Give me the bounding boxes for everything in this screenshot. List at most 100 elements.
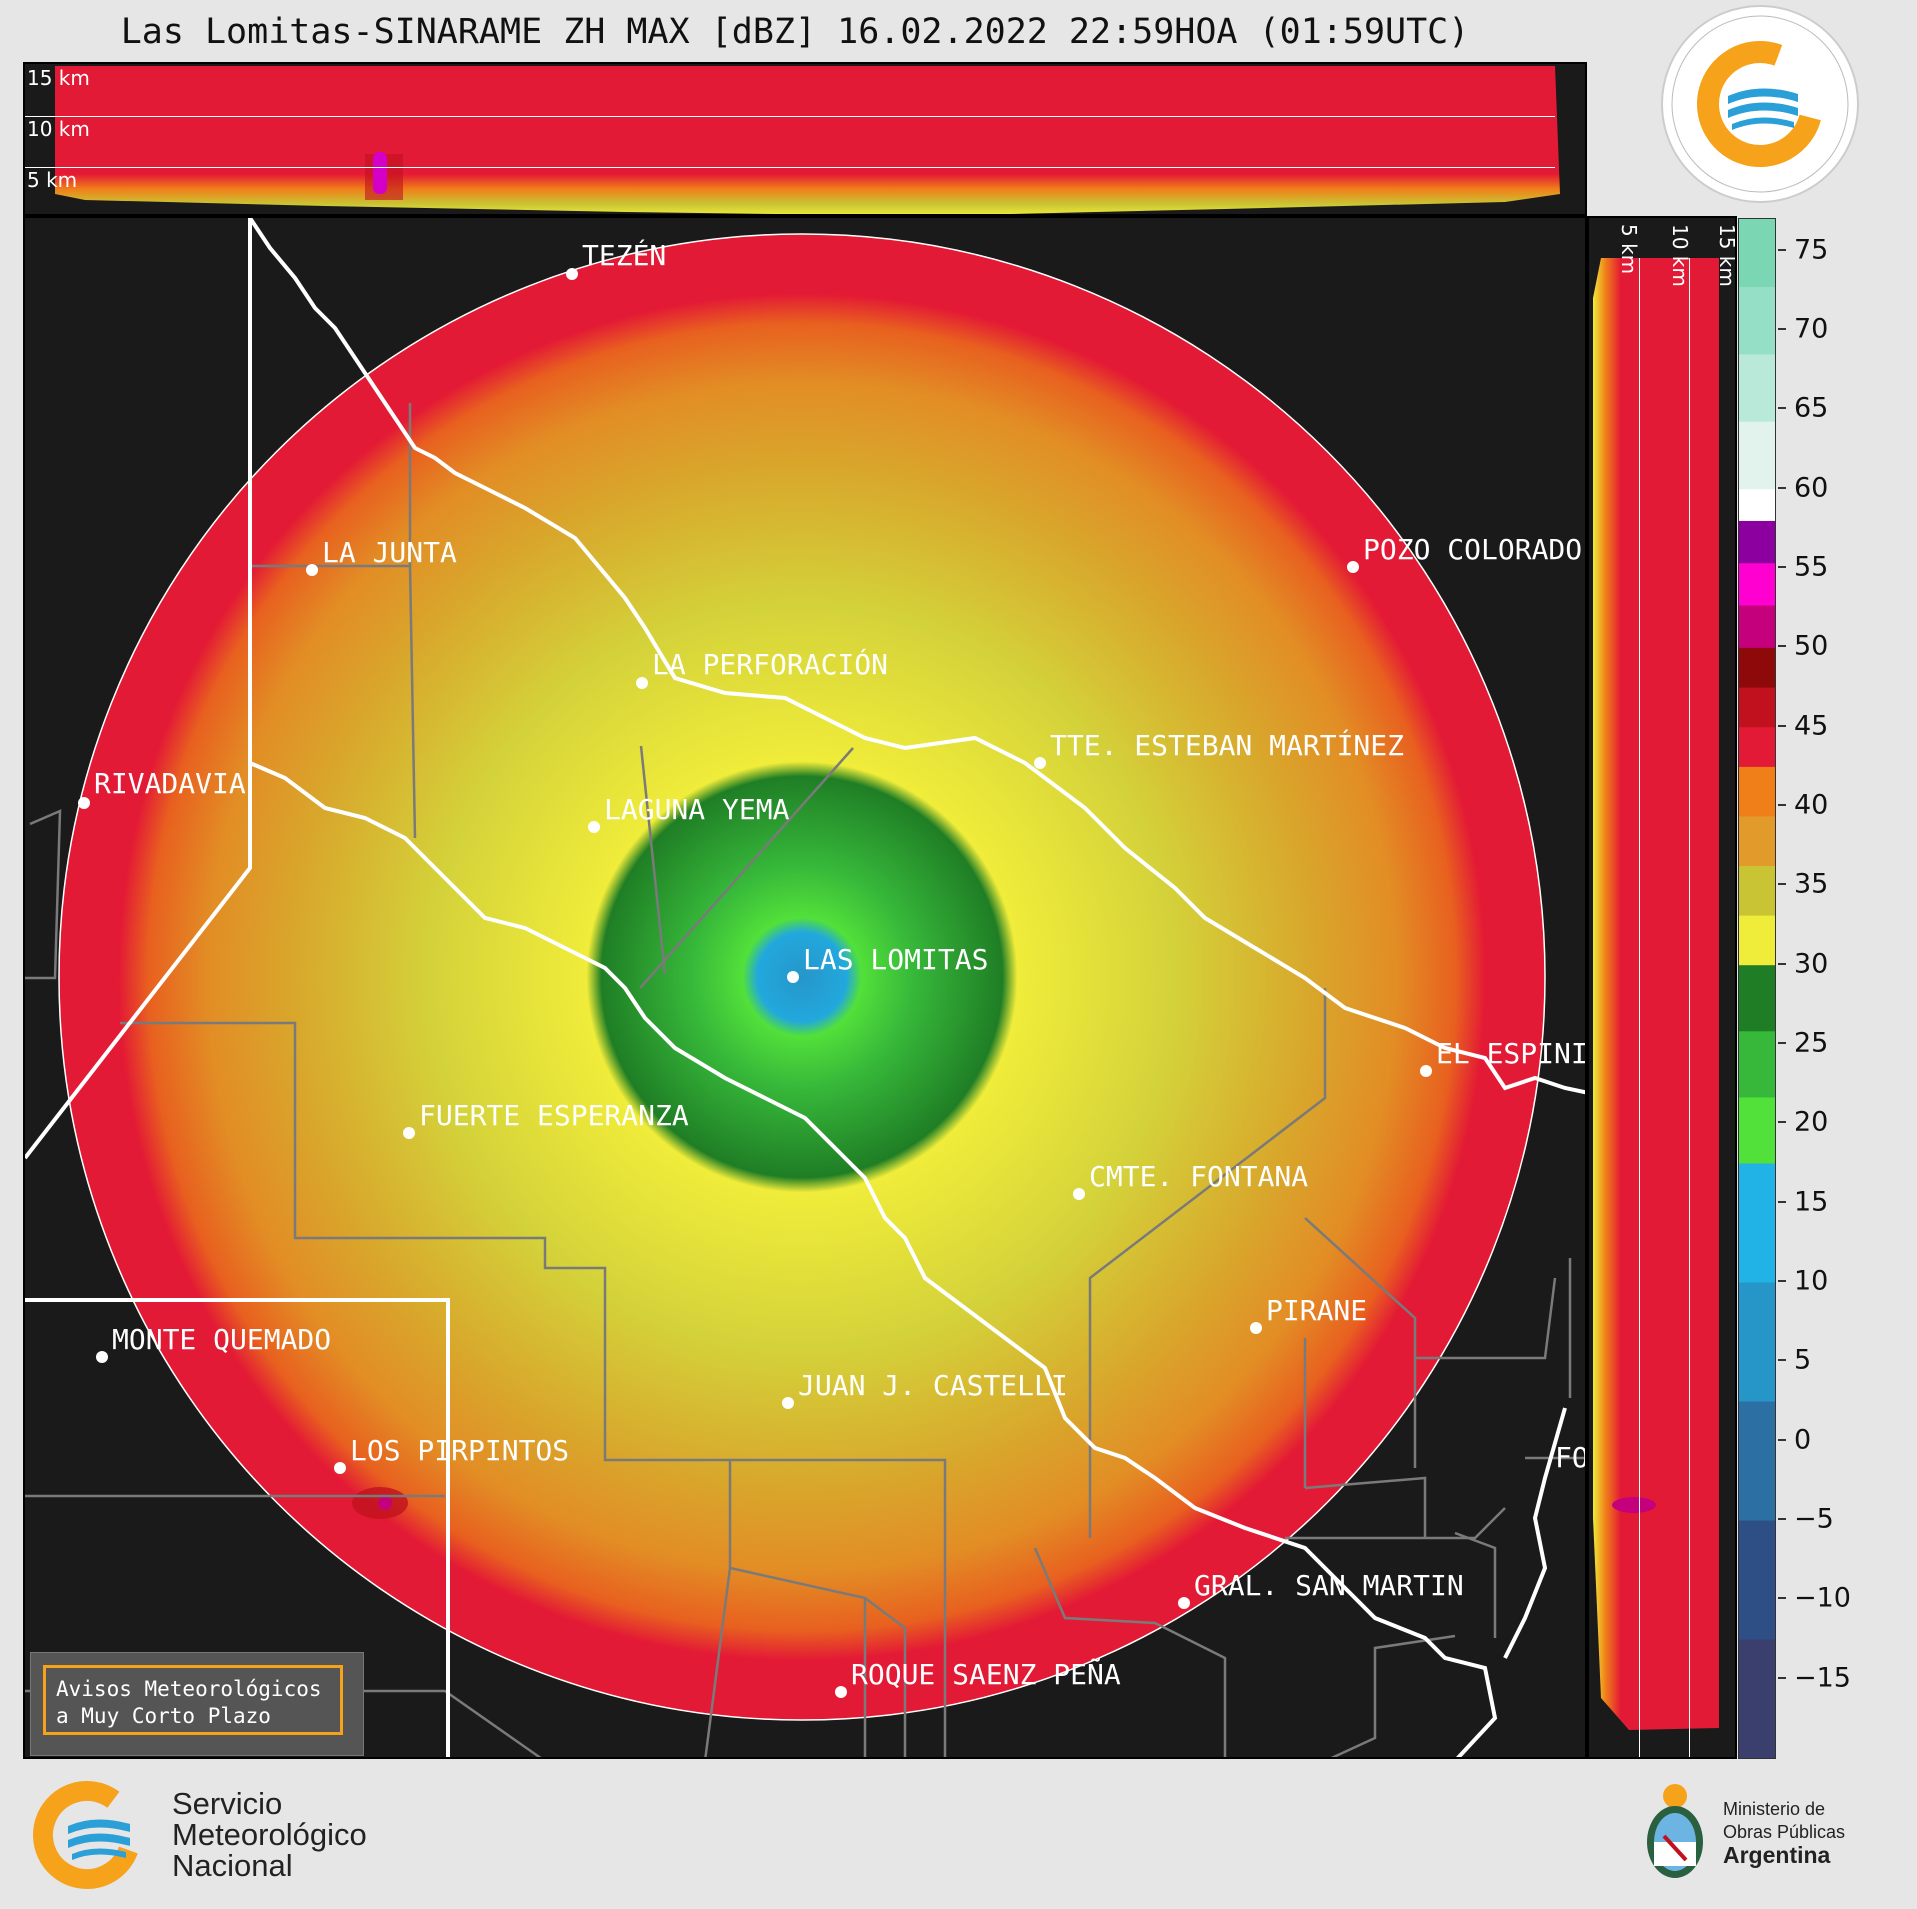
colorbar-tick-mark bbox=[1778, 645, 1786, 648]
smn-line-3: Nacional bbox=[172, 1848, 293, 1883]
department-boundaries bbox=[25, 403, 1585, 1757]
colorbar-tick-mark bbox=[1778, 566, 1786, 569]
colorbar-band-6-1 bbox=[1739, 353, 1775, 422]
colorbar-band-2-3 bbox=[1739, 766, 1775, 817]
colorbar-tick-mark bbox=[1778, 1597, 1786, 1600]
city-label-el-espinillo: EL ESPINILLO bbox=[1436, 1037, 1587, 1070]
right-km-label-10: 10 km bbox=[1668, 224, 1692, 287]
colorbar-band-0-3 bbox=[1739, 1282, 1775, 1402]
colorbar-tick-mark bbox=[1778, 1518, 1786, 1520]
colorbar-tick-mark bbox=[1778, 1200, 1786, 1203]
top-km-label-5: 5 km bbox=[27, 168, 78, 192]
city-label-juan-j-castelli: JUAN J. CASTELLI bbox=[798, 1369, 1068, 1402]
city-label-las-lomitas: LAS LOMITAS bbox=[803, 943, 988, 976]
city-label-monte-quemado: MONTE QUEMADO bbox=[112, 1323, 331, 1356]
colorbar-band-4-0 bbox=[1739, 605, 1775, 648]
colorbar-tick-label: 15 bbox=[1794, 1186, 1829, 1218]
city-label-tezen: TEZÉN bbox=[582, 238, 666, 272]
colorbar-tick-mark bbox=[1778, 407, 1786, 410]
right-km-label-5: 5 km bbox=[1617, 224, 1641, 275]
colorbar-tick-mark bbox=[1778, 1359, 1786, 1362]
right-km-label-15: 15 km bbox=[1715, 224, 1737, 287]
colorbar-band-3-1 bbox=[1739, 687, 1775, 728]
colorbar-band-0-4 bbox=[1739, 1163, 1775, 1283]
radar-coverage-circle bbox=[58, 233, 1546, 1721]
top-km-label-10: 10 km bbox=[27, 117, 90, 141]
dbz-colorbar bbox=[1738, 218, 1776, 1759]
colorbar-band-6-3 bbox=[1739, 219, 1775, 287]
colorbar-tick-label: 65 bbox=[1794, 392, 1829, 424]
city-label-la-perforacion: LA PERFORACIÓN bbox=[652, 647, 888, 681]
colorbar-tick-mark bbox=[1778, 804, 1786, 807]
warning-line-1: Avisos Meteorológicos bbox=[56, 1677, 322, 1701]
colorbar-band-2-1 bbox=[1739, 865, 1775, 916]
city-label-laguna-yema: LAGUNA YEMA bbox=[604, 793, 790, 826]
colorbar-band-1-0 bbox=[1739, 1096, 1775, 1164]
city-markers bbox=[78, 268, 1432, 1698]
city-label-rivadavia: RIVADAVIA bbox=[94, 767, 246, 800]
smn-seal-logo bbox=[1661, 5, 1859, 203]
colorbar-tick-label: 50 bbox=[1794, 630, 1829, 662]
radar-map-panel: TEZÉN LA JUNTA POZO COLORADO LA PERFORAC… bbox=[23, 216, 1587, 1759]
colorbar-tick-mark bbox=[1778, 724, 1786, 727]
colorbar-band-3-2 bbox=[1739, 647, 1775, 688]
ministry-line-3: Argentina bbox=[1723, 1842, 1831, 1868]
colorbar-band-2-2 bbox=[1739, 815, 1775, 867]
colorbar-tick-label: 35 bbox=[1794, 868, 1829, 900]
smn-logo-icon bbox=[33, 1781, 141, 1889]
ministry-line-2: Obras Públicas bbox=[1723, 1822, 1846, 1842]
colorbar-tick-mark bbox=[1778, 1121, 1786, 1124]
smn-line-2: Meteorológico bbox=[172, 1817, 367, 1852]
colorbar-tick-mark bbox=[1778, 328, 1786, 331]
ministry-line-1: Ministerio de bbox=[1723, 1799, 1826, 1819]
colorbar-tick-label: 70 bbox=[1794, 313, 1829, 345]
city-label-formosa: FORMOSA bbox=[1555, 1441, 1587, 1474]
city-label-pirane: PIRANE bbox=[1266, 1294, 1367, 1327]
ministry-wordmark: Ministerio de Obras Públicas Argentina bbox=[1723, 1798, 1845, 1867]
warning-banner-frame: Avisos Meteorológicos a Muy Corto Plazo bbox=[43, 1665, 343, 1735]
colorbar-tick-label: 30 bbox=[1794, 948, 1829, 980]
city-label-pozo-colorado: POZO COLORADO bbox=[1363, 533, 1582, 566]
colorbar-tick-label: −5 bbox=[1794, 1503, 1834, 1535]
colorbar-tick-label: −15 bbox=[1794, 1662, 1851, 1694]
colorbar-tick-mark bbox=[1778, 486, 1786, 489]
colorbar-tick-label: 5 bbox=[1794, 1344, 1812, 1376]
colorbar-band-6-0 bbox=[1739, 421, 1775, 490]
colorbar-tick-mark bbox=[1778, 883, 1786, 886]
right-vertical-profile-panel: 5 km 10 km 15 km bbox=[1587, 216, 1737, 1759]
colorbar-band-2-0 bbox=[1739, 915, 1775, 966]
argentina-coat-of-arms-icon bbox=[1647, 1784, 1703, 1878]
colorbar-band-6-2 bbox=[1739, 286, 1775, 355]
colorbar-tick-label: −10 bbox=[1794, 1582, 1851, 1614]
colorbar-band-0-0 bbox=[1739, 1639, 1775, 1758]
colorbar-tick-mark bbox=[1778, 1438, 1786, 1441]
city-label-roque-saenz-pena: ROQUE SAENZ PEÑA bbox=[851, 1657, 1121, 1691]
colorbar-band-1-2 bbox=[1739, 964, 1775, 1032]
colorbar-band-0-1 bbox=[1739, 1520, 1775, 1640]
colorbar-tick-label: 40 bbox=[1794, 789, 1829, 821]
colorbar-tick-label: 20 bbox=[1794, 1106, 1829, 1138]
colorbar-band-1-1 bbox=[1739, 1030, 1775, 1098]
city-label-gral-san-martin: GRAL. SAN MARTIN bbox=[1194, 1569, 1464, 1602]
colorbar-tick-label: 75 bbox=[1794, 234, 1829, 266]
colorbar-tick-mark bbox=[1778, 1676, 1786, 1679]
city-label-fuerte-esperanza: FUERTE ESPERANZA bbox=[419, 1099, 689, 1132]
smn-wordmark: Servicio Meteorológico Nacional bbox=[172, 1788, 367, 1881]
colorbar-tick-label: 60 bbox=[1794, 472, 1829, 504]
warning-line-2: a Muy Corto Plazo bbox=[56, 1704, 271, 1728]
colorbar-tick-label: 25 bbox=[1794, 1027, 1829, 1059]
colorbar-band-5-0 bbox=[1739, 488, 1775, 521]
province-boundaries bbox=[25, 218, 1585, 1757]
colorbar-tick-mark bbox=[1778, 248, 1786, 251]
city-label-los-pirpintos: LOS PIRPINTOS bbox=[350, 1434, 569, 1467]
colorbar-tick-label: 45 bbox=[1794, 710, 1829, 742]
city-label-cmte-fontana: CMTE. FONTANA bbox=[1089, 1160, 1308, 1193]
top-km-label-15: 15 km bbox=[27, 66, 90, 90]
top-vertical-profile-panel: 15 km 10 km 5 km bbox=[23, 62, 1587, 216]
colorbar-tick-label: 0 bbox=[1794, 1424, 1812, 1456]
colorbar-band-4-1 bbox=[1739, 562, 1775, 606]
colorbar-tick-mark bbox=[1778, 1042, 1786, 1045]
city-label-la-junta: LA JUNTA bbox=[322, 536, 457, 569]
colorbar-band-3-0 bbox=[1739, 726, 1775, 767]
city-label-tte-esteban-martinez: TTE. ESTEBAN MARTÍNEZ bbox=[1050, 728, 1404, 762]
